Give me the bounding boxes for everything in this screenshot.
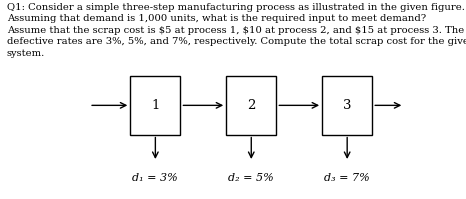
FancyBboxPatch shape: [130, 76, 180, 135]
Text: d₂ = 5%: d₂ = 5%: [228, 173, 274, 182]
Text: d₃ = 7%: d₃ = 7%: [324, 173, 370, 182]
Text: Q1: Consider a simple three-step manufacturing process as illustrated in the giv: Q1: Consider a simple three-step manufac…: [7, 3, 466, 58]
Text: 1: 1: [151, 99, 159, 112]
Text: d₁ = 3%: d₁ = 3%: [132, 173, 178, 182]
Text: 3: 3: [343, 99, 351, 112]
FancyBboxPatch shape: [226, 76, 276, 135]
Text: 2: 2: [247, 99, 255, 112]
FancyBboxPatch shape: [322, 76, 372, 135]
